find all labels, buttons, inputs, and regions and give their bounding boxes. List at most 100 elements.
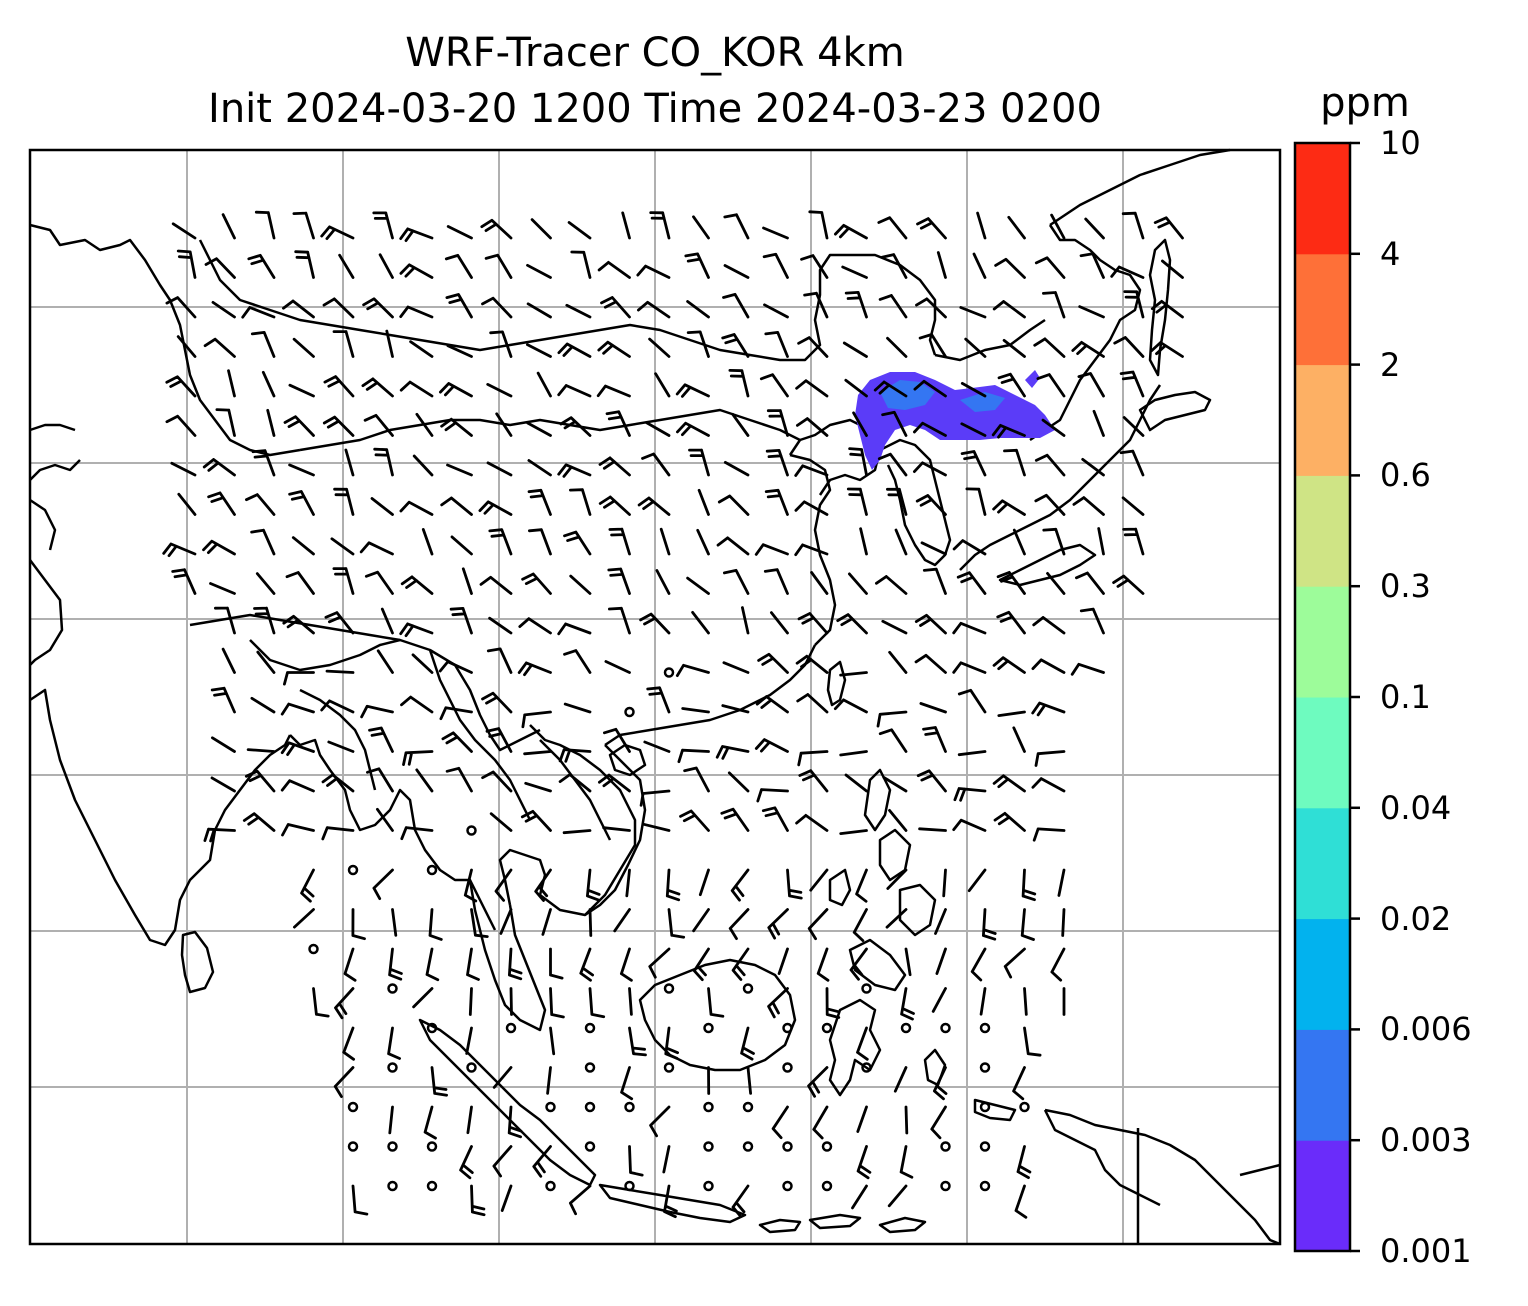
wind-barb xyxy=(1077,372,1105,398)
wind-barb xyxy=(764,488,789,516)
wind-barb xyxy=(763,568,789,595)
wind-barb xyxy=(400,695,434,714)
wind-barb xyxy=(976,211,987,240)
wind-barb xyxy=(468,987,473,1016)
wind-barb xyxy=(250,528,276,556)
wind-barb xyxy=(509,987,513,1016)
wind-barb xyxy=(663,1184,678,1219)
wind-barb xyxy=(368,726,394,753)
wind-barb xyxy=(438,660,473,674)
wind-barb xyxy=(444,254,473,279)
wind-barb xyxy=(1016,1145,1032,1179)
wind-barb xyxy=(171,222,197,240)
wind-barb xyxy=(479,575,513,595)
wind-barb-calm xyxy=(426,1022,438,1034)
wind-barb-calm xyxy=(979,1062,991,1073)
wind-barb xyxy=(877,452,908,477)
wind-barb xyxy=(1123,290,1145,319)
wind-barb xyxy=(794,543,829,557)
wind-barb xyxy=(795,814,829,832)
wind-barb xyxy=(445,293,473,319)
wind-barb-calm xyxy=(387,1062,398,1073)
wind-barb xyxy=(1002,339,1026,358)
wind-barb xyxy=(730,868,750,902)
wind-barb xyxy=(221,213,236,240)
wind-barb xyxy=(334,987,355,1020)
wind-barb-calm xyxy=(1019,1101,1030,1113)
wind-barb xyxy=(888,650,908,674)
wind-barb xyxy=(171,568,197,595)
wind-barb xyxy=(557,384,592,398)
wind-barb xyxy=(256,650,276,674)
wind-barb xyxy=(321,773,355,793)
wind-barb xyxy=(215,408,236,437)
wind-barb xyxy=(681,707,710,714)
wind-barb xyxy=(1071,341,1105,358)
wind-barb xyxy=(1150,341,1184,358)
wind-barb xyxy=(569,488,592,516)
wind-barb xyxy=(677,748,710,764)
wind-barb xyxy=(856,1105,868,1133)
wind-barb xyxy=(1032,827,1066,842)
wind-barb xyxy=(997,710,1026,717)
wind-barb-calm xyxy=(821,1180,833,1192)
wind-barb xyxy=(412,987,434,1009)
wind-barb xyxy=(996,571,1026,595)
wind-barb xyxy=(1012,1066,1026,1101)
wind-barb xyxy=(808,210,829,240)
wind-barb xyxy=(210,776,236,793)
wind-barb xyxy=(176,335,197,358)
wind-barb xyxy=(722,293,750,319)
wind-barb-calm xyxy=(624,706,635,718)
wind-barb xyxy=(255,572,276,595)
wind-barb-calm xyxy=(584,1062,596,1073)
wind-barb xyxy=(570,250,592,279)
wind-barb xyxy=(549,947,564,980)
wind-barb xyxy=(959,306,987,319)
wind-barb xyxy=(956,571,987,595)
wind-barb xyxy=(283,671,315,686)
wind-barb xyxy=(807,908,829,941)
wind-barb xyxy=(620,1066,634,1101)
wind-barb xyxy=(852,411,868,437)
wind-barb xyxy=(596,384,631,398)
wind-barb xyxy=(1033,337,1066,358)
wind-barb xyxy=(388,1105,394,1135)
colorbar-tick-label: 0.001 xyxy=(1380,1232,1472,1270)
wind-barb xyxy=(320,699,355,714)
wind-barb xyxy=(972,252,987,279)
wind-barb xyxy=(676,421,710,437)
wind-barb xyxy=(754,543,789,556)
wind-barb xyxy=(964,337,987,358)
wind-barb-calm xyxy=(426,864,438,876)
wind-barb xyxy=(342,1026,355,1061)
wind-barb-calm xyxy=(782,1022,793,1034)
wind-barb xyxy=(721,333,750,358)
wind-barb xyxy=(558,748,592,763)
colorbar-segment xyxy=(1295,586,1350,698)
wind-barb-calm xyxy=(466,1062,477,1073)
wind-barb-calm xyxy=(624,1101,635,1113)
wind-barb xyxy=(887,1184,908,1208)
wind-barb xyxy=(922,567,947,595)
wind-barb xyxy=(795,654,829,674)
wind-barb xyxy=(667,908,686,939)
wind-barb xyxy=(913,379,947,398)
wind-barb xyxy=(1034,493,1066,516)
wind-barb xyxy=(1079,607,1105,635)
wind-barb xyxy=(993,812,1026,832)
wind-barb xyxy=(880,253,908,279)
wind-barb xyxy=(960,422,987,437)
wind-barb xyxy=(767,987,789,1019)
wind-barb xyxy=(283,415,315,437)
wind-barb xyxy=(659,527,671,556)
wind-barb xyxy=(521,710,552,729)
wind-barb xyxy=(532,1145,552,1178)
wind-barb xyxy=(1110,265,1145,279)
wind-barb xyxy=(728,369,750,398)
wind-barb xyxy=(836,613,868,635)
wind-barb xyxy=(952,539,987,556)
wind-barb xyxy=(524,781,552,793)
wind-barb xyxy=(833,698,868,714)
wind-barb xyxy=(488,616,513,635)
